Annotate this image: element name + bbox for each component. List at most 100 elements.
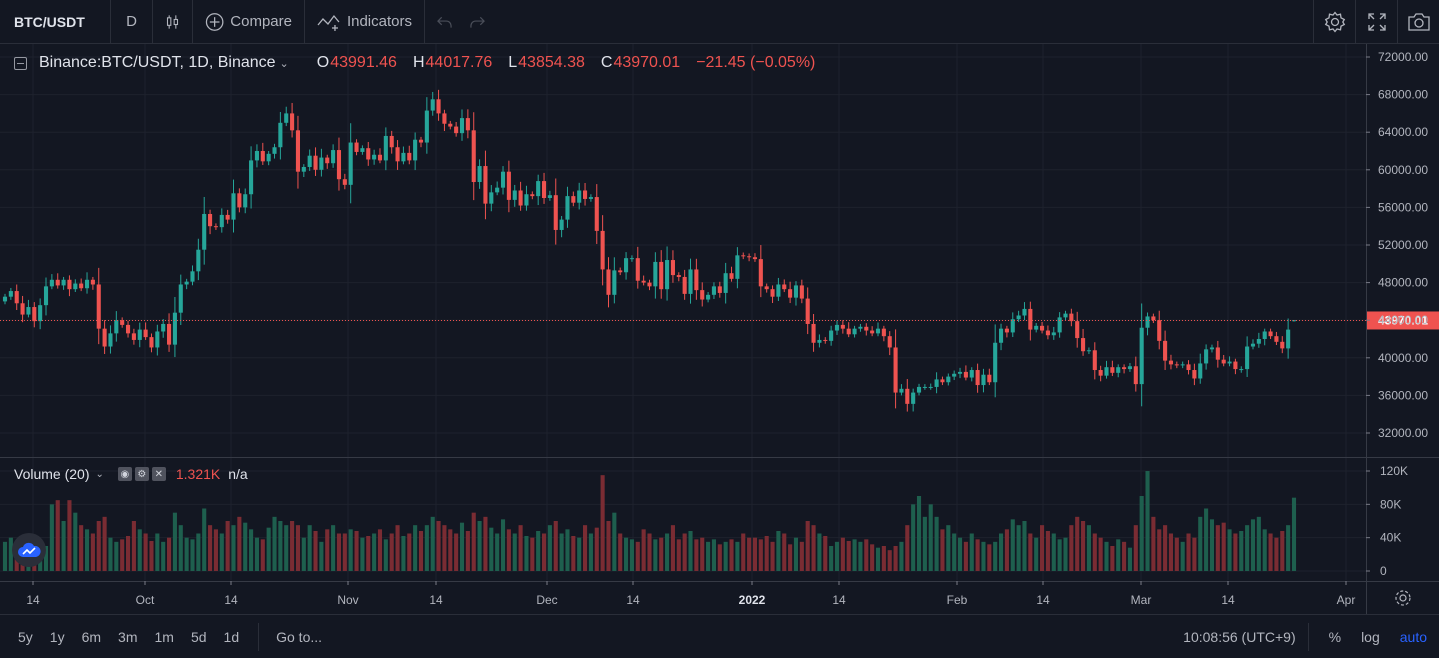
volume-bar <box>676 539 681 571</box>
candle-body <box>301 166 306 172</box>
tradingview-logo[interactable] <box>12 533 46 567</box>
candle-body <box>1209 347 1215 350</box>
indicators-button[interactable]: Indicators <box>305 0 425 44</box>
volume-bar <box>823 536 828 571</box>
candle-body <box>946 376 951 383</box>
chart-type-button[interactable] <box>153 0 193 44</box>
volume-bar <box>307 525 312 571</box>
log-scale-toggle[interactable]: log <box>1361 629 1380 645</box>
range-3m[interactable]: 3m <box>118 628 138 645</box>
range-1m[interactable]: 1m <box>154 628 174 645</box>
chart-area[interactable]: 43970.01 72000.00 68000.00 64000.00 60000.00… <box>0 44 1439 614</box>
volume-bar <box>190 539 195 571</box>
candle-body <box>8 291 13 297</box>
volume-bar <box>571 536 576 571</box>
volume-bar <box>1010 519 1015 571</box>
candle-body <box>477 166 482 183</box>
volume-bar <box>524 536 529 571</box>
candle-body <box>1022 308 1027 316</box>
redo-icon[interactable] <box>470 15 485 29</box>
candles-icon <box>166 14 179 29</box>
volume-bar <box>969 533 974 571</box>
time-axis-label: 2022 <box>739 593 766 607</box>
range-5d[interactable]: 5d <box>190 628 207 645</box>
volume-bar <box>413 525 418 571</box>
volume-bar <box>670 525 675 571</box>
settings-button[interactable] <box>1313 0 1355 44</box>
volume-bar <box>1022 521 1027 571</box>
volume-bar <box>231 525 236 571</box>
volume-bar <box>700 537 705 571</box>
candle-body <box>870 330 875 334</box>
gear-icon <box>1324 11 1345 33</box>
volume-bar <box>125 536 131 571</box>
volume-bar <box>706 541 711 571</box>
indicators-icon <box>317 14 340 31</box>
volume-bar <box>600 475 605 571</box>
range-6m[interactable]: 6m <box>81 628 102 645</box>
candle-body <box>155 331 160 348</box>
price-axis-label: 36000.00 <box>1378 388 1428 402</box>
gear-icon[interactable]: ⚙ <box>134 467 149 481</box>
candle-body <box>788 289 793 298</box>
candle-body <box>143 329 148 338</box>
percent-scale-toggle[interactable]: % <box>1328 629 1342 645</box>
clock-timezone[interactable]: 10:08:56 (UTC+9) <box>1183 623 1309 651</box>
price-axis-label: 52000.00 <box>1378 238 1428 252</box>
screenshot-button[interactable] <box>1397 0 1439 44</box>
volume-axis-label: 0 <box>1380 564 1387 578</box>
candle-body <box>331 150 336 164</box>
range-1d[interactable]: 1d <box>223 628 240 645</box>
candle-body <box>547 195 552 198</box>
volume-bar <box>952 533 957 571</box>
candle-body <box>793 285 799 298</box>
undo-icon[interactable] <box>437 15 452 29</box>
indicators-label: Indicators <box>346 13 412 30</box>
volume-bar <box>454 533 459 571</box>
last-price-label: 43970.01 <box>1378 313 1428 327</box>
range-5y[interactable]: 5y <box>18 628 33 645</box>
candle-body <box>348 142 353 185</box>
eye-icon[interactable]: ◉ <box>117 467 132 481</box>
chart-canvas[interactable]: 43970.01 72000.00 68000.00 64000.00 60000.00… <box>0 44 1439 614</box>
candle-body <box>67 279 72 290</box>
candle-body <box>518 190 523 206</box>
candle-body <box>418 139 424 143</box>
time-axis-label: Feb <box>947 593 968 607</box>
interval-button[interactable]: D <box>111 0 153 44</box>
candle-body <box>424 110 429 143</box>
candle-body <box>73 283 78 290</box>
volume-bar <box>43 546 49 571</box>
volume-bar <box>383 539 388 571</box>
volume-bar <box>1110 546 1115 571</box>
candle-body <box>1133 366 1138 385</box>
candle-body <box>588 197 593 199</box>
auto-scale-toggle[interactable]: auto <box>1399 629 1427 645</box>
candle-body <box>1250 343 1256 347</box>
chevron-down-icon[interactable]: ⌄ <box>95 468 104 480</box>
series-title[interactable]: Binance:BTC/USDT, 1D, Binance ⌄ <box>39 54 289 72</box>
volume-bar <box>331 525 336 571</box>
candle-body <box>969 370 974 378</box>
goto-button[interactable]: Go to... <box>258 622 322 651</box>
candle-body <box>120 320 125 325</box>
top-toolbar: BTC/USDT D Compare Indicators <box>0 0 1439 44</box>
time-axis-settings-icon[interactable] <box>1395 590 1411 606</box>
fullscreen-button[interactable] <box>1355 0 1397 44</box>
legend-collapse-button[interactable] <box>14 56 27 70</box>
range-1y[interactable]: 1y <box>49 628 65 645</box>
volume-bar <box>530 537 535 571</box>
compare-button[interactable]: Compare <box>193 0 305 44</box>
volume-bar <box>500 519 506 571</box>
volume-bar <box>348 529 353 571</box>
symbol-search-button[interactable]: BTC/USDT <box>0 0 111 44</box>
candle-body <box>20 303 25 315</box>
volume-bar <box>852 539 857 571</box>
candle-body <box>729 273 734 279</box>
volume-bar <box>735 541 740 571</box>
volume-bar <box>606 521 611 571</box>
candle-body <box>670 260 675 276</box>
close-value: 43970.01 <box>613 54 681 71</box>
close-icon[interactable]: ✕ <box>151 467 166 481</box>
volume-bar <box>1239 531 1244 571</box>
